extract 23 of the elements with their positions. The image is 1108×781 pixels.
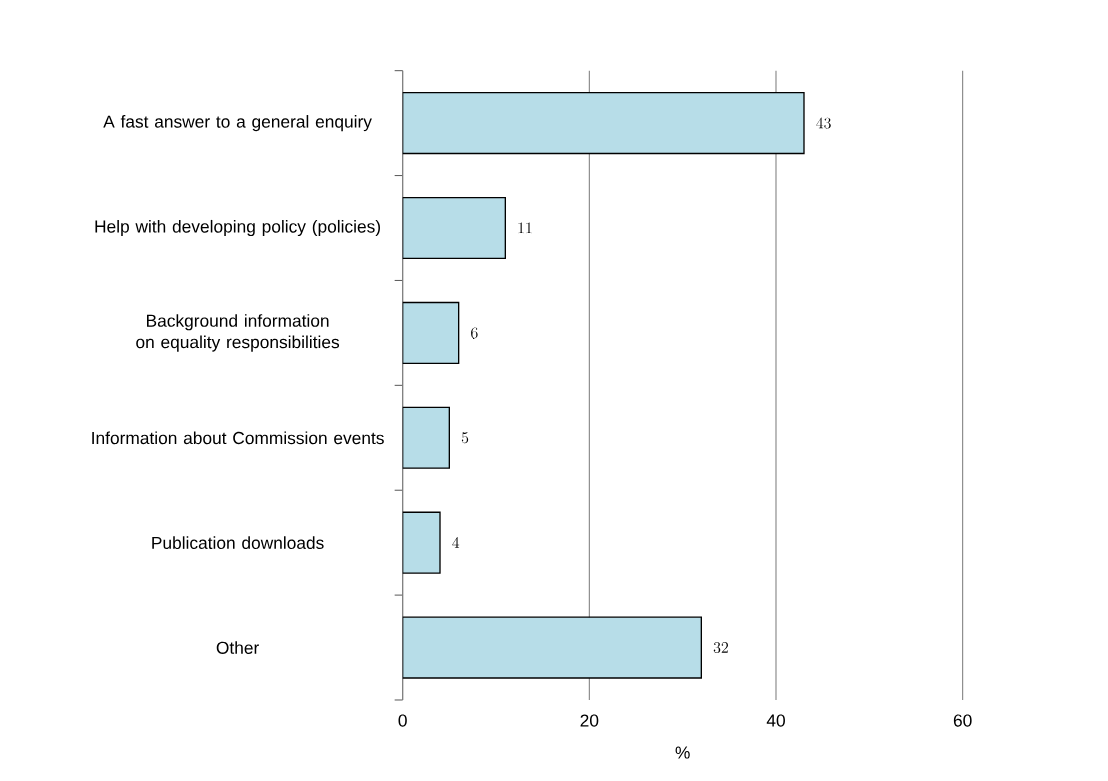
x-tick-label: 60 [953,714,972,727]
bar [402,91,805,155]
bar [402,616,702,679]
data-label: 6 [471,327,478,339]
y-tick-label: Help with developing policy (policies) [95,219,380,236]
y-tick-label: Information about Commission events [92,431,384,444]
x-tick-label: 20 [580,714,599,727]
x-tick-label: 0 [398,714,407,727]
bar [402,511,441,574]
data-label: 43 [816,117,831,129]
data-label: 11 [518,222,532,233]
y-tick-label: A fast answer to a general enquiry [103,114,372,132]
data-label: 4 [452,536,460,548]
data-label: 32 [713,641,728,653]
bar [402,301,460,364]
bar [402,406,450,469]
bar [402,196,506,259]
x-axis-title: % [675,746,690,759]
y-tick-label: Background information on equality responsibilities [136,313,340,352]
data-label: 5 [461,432,469,444]
x-tick-label: 40 [766,714,785,727]
y-tick-label: Publication downloads [152,536,324,549]
y-tick-label: Other [216,641,259,654]
